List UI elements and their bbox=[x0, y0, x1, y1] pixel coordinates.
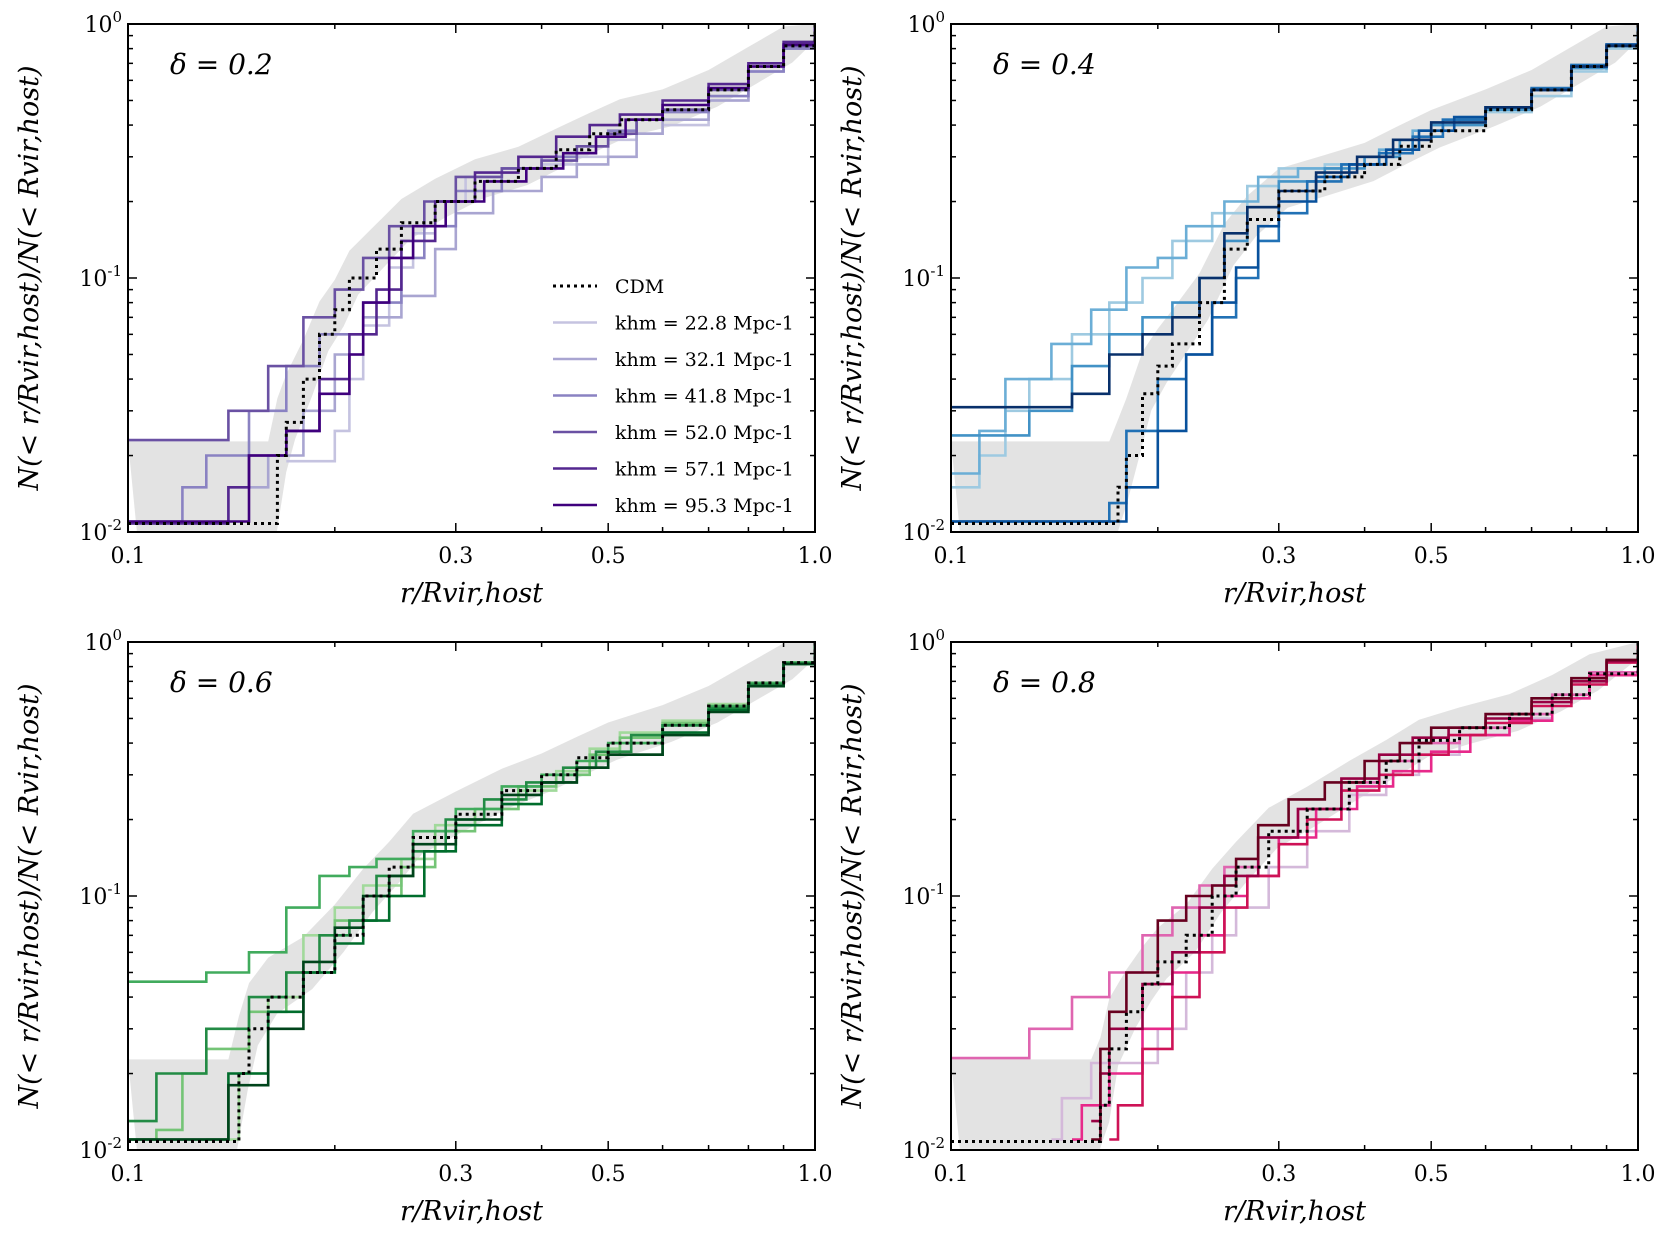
x-tick-label: 0.1 bbox=[934, 544, 969, 569]
x-axis-label: r/Rvir,host bbox=[400, 578, 543, 609]
plot-area bbox=[128, 642, 815, 1149]
x-tick-label: 1.0 bbox=[798, 544, 833, 569]
x-tick-label: 0.1 bbox=[934, 1162, 969, 1187]
y-tick-label: 10-2 bbox=[79, 516, 122, 546]
plot-area bbox=[951, 24, 1638, 531]
y-axis-label: N(< r/Rvir,host)/N(< Rvir,host) bbox=[14, 65, 45, 491]
legend-label: khm = 52.0 Mpc-1 bbox=[615, 422, 794, 444]
panel-label: δ = 0.8 bbox=[993, 666, 1096, 699]
y-axis-label: N(< r/Rvir,host)/N(< Rvir,host) bbox=[837, 683, 868, 1109]
x-axis-label: r/Rvir,host bbox=[400, 1196, 543, 1227]
x-axis-label: r/Rvir,host bbox=[1223, 578, 1366, 609]
x-tick-label: 1.0 bbox=[1621, 1162, 1656, 1187]
y-tick-label: 10-1 bbox=[902, 880, 945, 910]
y-tick-label: 100 bbox=[907, 626, 945, 656]
y-tick-label: 10-2 bbox=[902, 516, 945, 546]
legend: CDM khm = 22.8 Mpc-1 khm = 32.1 Mpc-1 khm =… bbox=[553, 276, 794, 517]
series-line bbox=[1109, 642, 1638, 1141]
series-line bbox=[1091, 642, 1638, 1141]
panel-2: 0.1 0.3 0.5 1.0 10-2 10-1 100 δ = 0.4 r/Rvir,hos… bbox=[837, 8, 1656, 609]
x-tick-label: 0.3 bbox=[1261, 544, 1296, 569]
series-line bbox=[1072, 642, 1638, 1141]
cdm-scatter-band bbox=[128, 642, 815, 1149]
panel-label: δ = 0.6 bbox=[170, 666, 273, 699]
panel-3: 0.1 0.3 0.5 1.0 10-2 10-1 100 δ = 0.6 r/Rvir,hos… bbox=[14, 626, 833, 1227]
series-line bbox=[951, 24, 1638, 409]
panel-label: δ = 0.4 bbox=[993, 48, 1096, 81]
legend-label: khm = 95.3 Mpc-1 bbox=[615, 495, 794, 517]
x-tick-label: 0.3 bbox=[438, 1162, 473, 1187]
x-tick-label: 0.1 bbox=[111, 1162, 146, 1187]
y-axis-label: N(< r/Rvir,host)/N(< Rvir,host) bbox=[14, 683, 45, 1109]
x-tick-label: 0.5 bbox=[591, 1162, 626, 1187]
x-tick-label: 0.5 bbox=[591, 544, 626, 569]
y-tick-label: 100 bbox=[907, 8, 945, 38]
panel-label: δ = 0.2 bbox=[170, 48, 273, 81]
y-tick-label: 100 bbox=[84, 626, 122, 656]
plot-area bbox=[951, 642, 1638, 1149]
x-tick-label: 1.0 bbox=[798, 1162, 833, 1187]
legend-label: khm = 57.1 Mpc-1 bbox=[615, 459, 794, 481]
y-tick-label: 100 bbox=[84, 8, 122, 38]
panel-1: 0.1 0.3 0.5 1.0 10-2 10-1 100 δ = 0.2 r/Rvir,hos… bbox=[14, 8, 833, 609]
plot-area bbox=[128, 24, 815, 531]
series-line bbox=[128, 642, 815, 1141]
x-tick-label: 0.3 bbox=[1261, 1162, 1296, 1187]
x-tick-label: 0.5 bbox=[1414, 544, 1449, 569]
series-line bbox=[128, 642, 815, 1141]
panel-4: 0.1 0.3 0.5 1.0 10-2 10-1 100 δ = 0.8 r/Rvir,hos… bbox=[837, 626, 1656, 1227]
x-tick-label: 0.3 bbox=[438, 544, 473, 569]
y-tick-label: 10-1 bbox=[79, 880, 122, 910]
cdm-scatter-band bbox=[128, 24, 815, 531]
series-line bbox=[1051, 642, 1638, 1141]
series-line bbox=[951, 24, 1638, 525]
x-tick-label: 0.5 bbox=[1414, 1162, 1449, 1187]
y-tick-label: 10-2 bbox=[902, 1134, 945, 1164]
series-line bbox=[128, 24, 815, 523]
x-axis-label: r/Rvir,host bbox=[1223, 1196, 1366, 1227]
y-tick-label: 10-2 bbox=[79, 1134, 122, 1164]
y-axis-label: N(< r/Rvir,host)/N(< Rvir,host) bbox=[837, 65, 868, 491]
x-tick-label: 0.1 bbox=[111, 544, 146, 569]
legend-label: khm = 22.8 Mpc-1 bbox=[615, 313, 794, 335]
y-tick-label: 10-1 bbox=[902, 262, 945, 292]
legend-label: CDM bbox=[615, 276, 664, 298]
legend-label: khm = 32.1 Mpc-1 bbox=[615, 349, 794, 371]
y-tick-label: 10-1 bbox=[79, 262, 122, 292]
series-line bbox=[951, 642, 1638, 1143]
cdm-scatter-band bbox=[951, 24, 1638, 531]
cdm-scatter-band bbox=[951, 642, 1638, 1149]
x-tick-label: 1.0 bbox=[1621, 544, 1656, 569]
legend-label: khm = 41.8 Mpc-1 bbox=[615, 386, 794, 408]
